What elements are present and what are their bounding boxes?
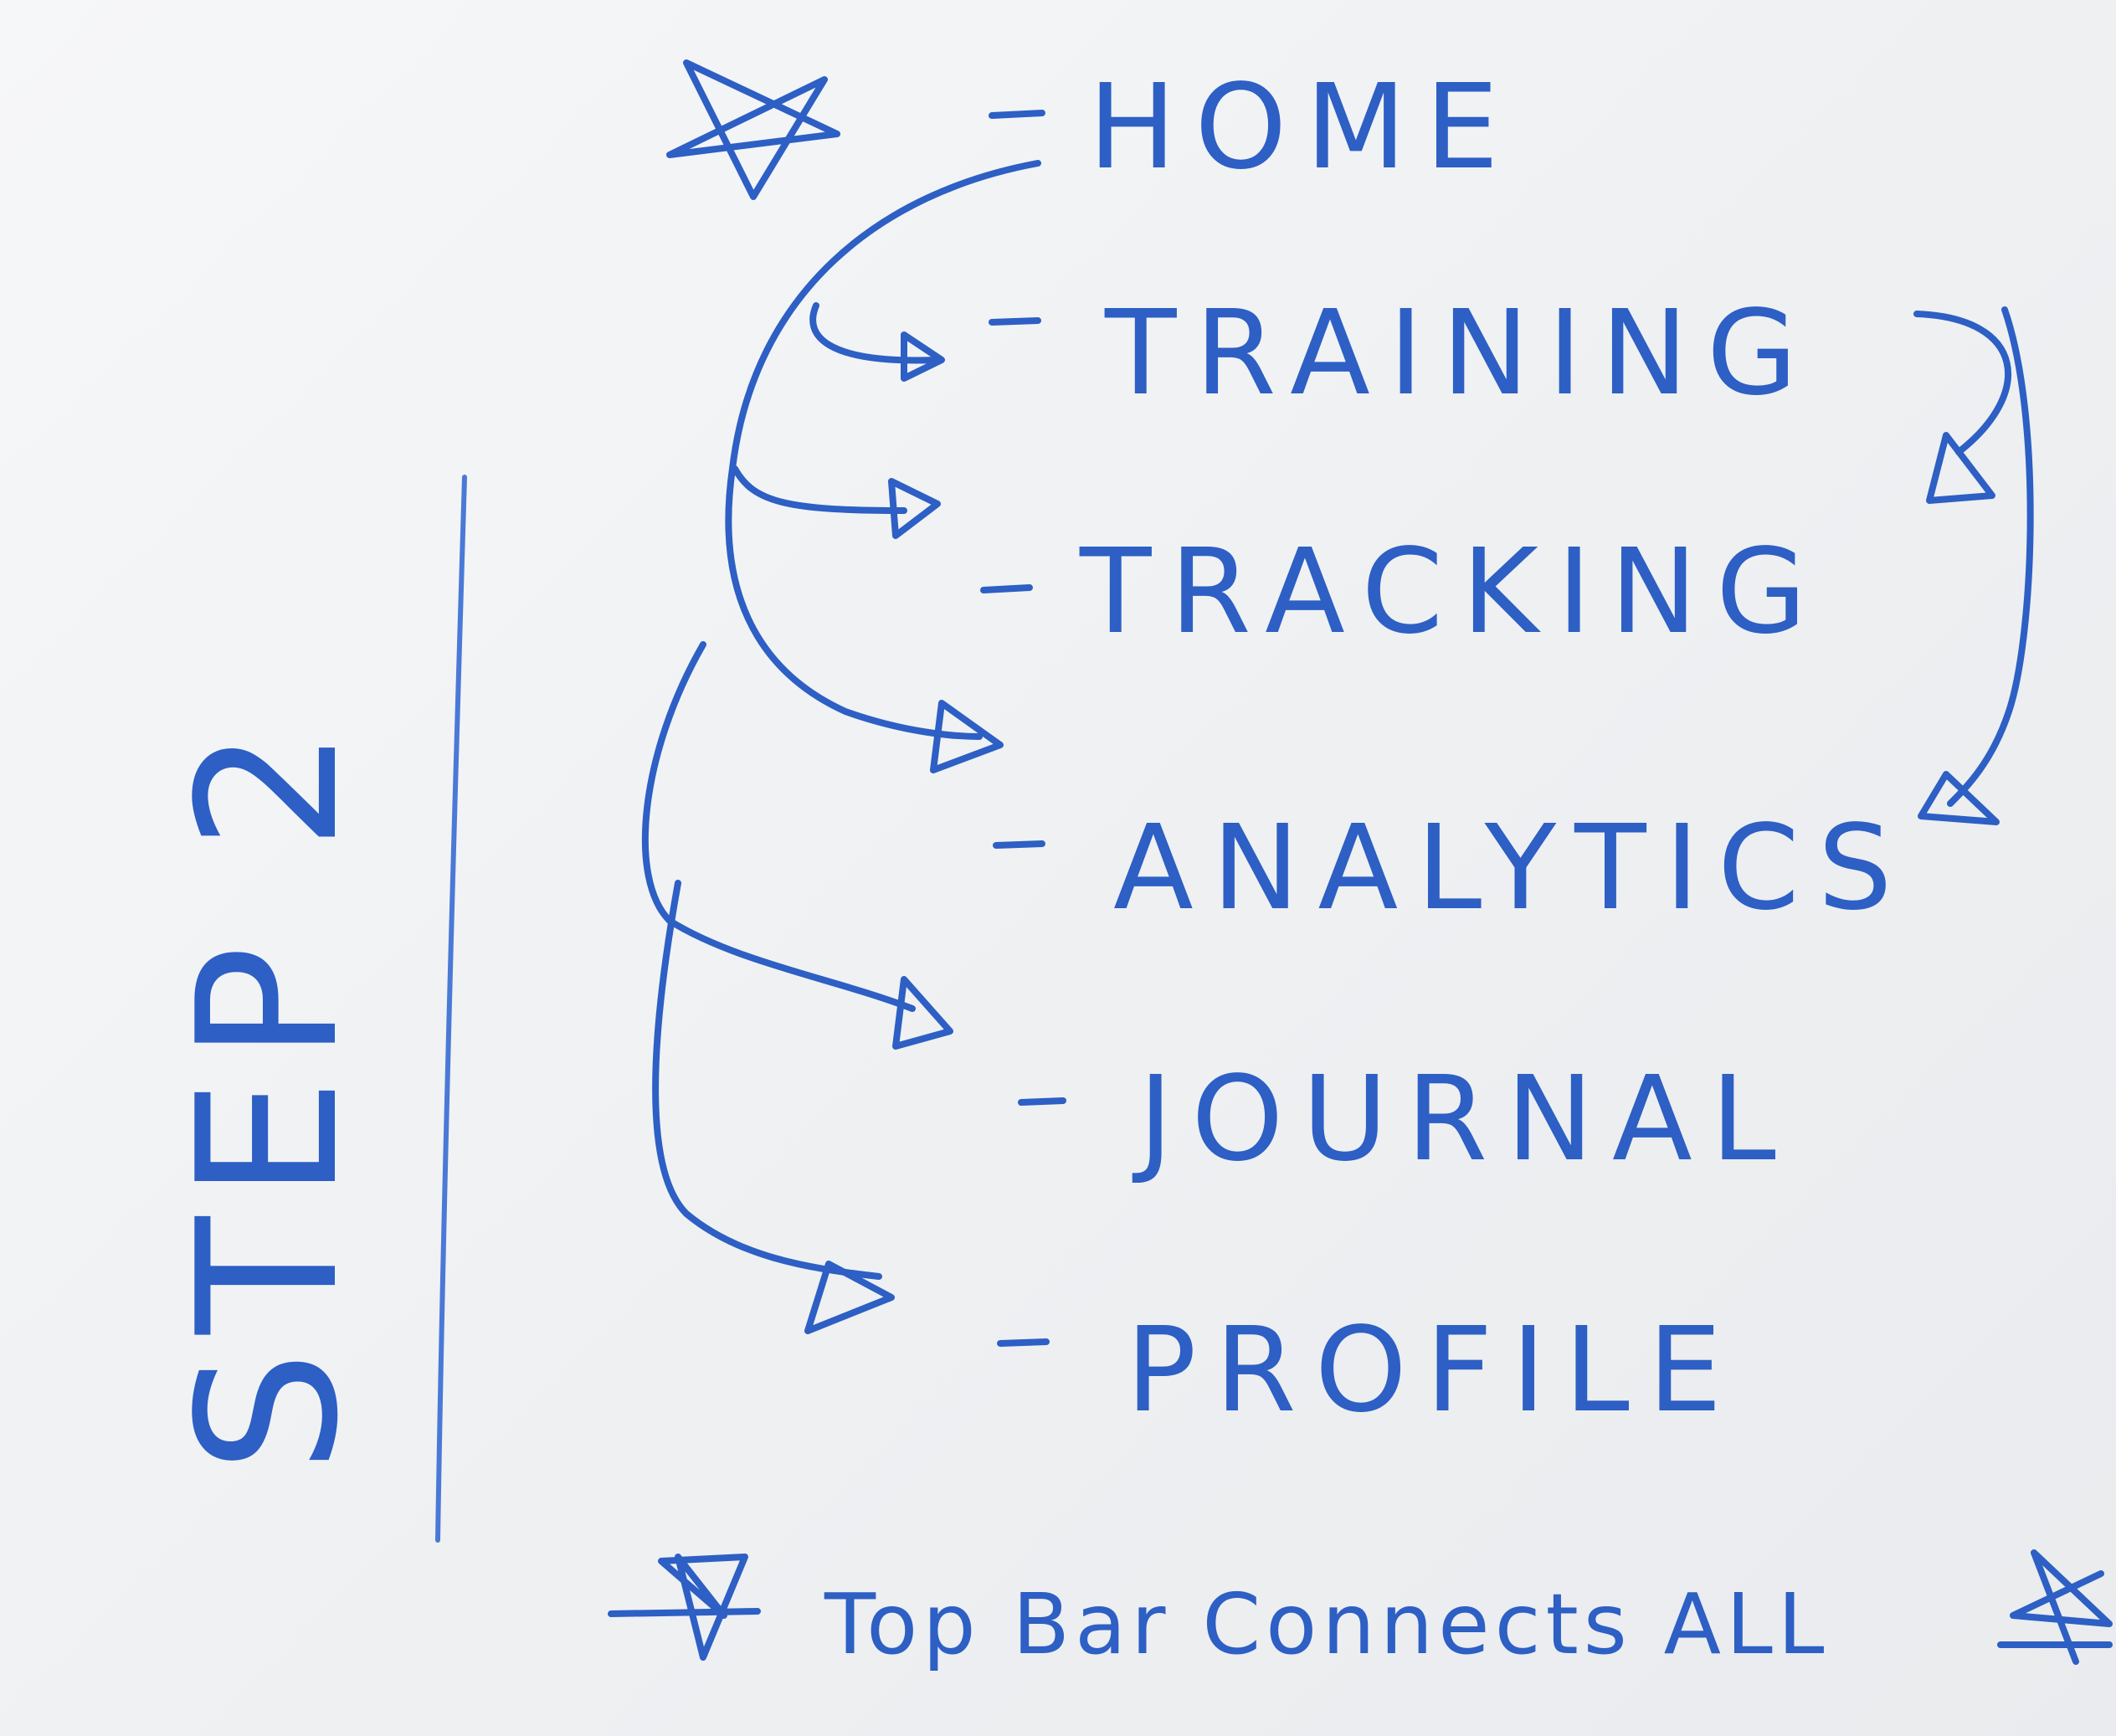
menu-item-analytics: ANALYTICS [1113,800,1911,937]
dash-training [989,317,1041,326]
connector-to-training [809,302,941,364]
arrow-icon [930,700,1004,773]
menu-item-profile: PROFILE [1126,1302,1740,1439]
arrow-icon [804,1261,895,1334]
dash-home [989,110,1045,119]
arrow-icon [1918,771,2000,825]
connector-secondary [641,641,916,1012]
star-icon [1997,1549,2113,1665]
connector-right-training-tracking [1913,311,2012,455]
connector-to-tracking [732,465,907,514]
connector-home-main [725,160,1041,740]
star-icon [666,59,840,200]
menu-item-tracking: TRACKING [1079,524,1826,660]
dash-profile [997,1338,1050,1347]
menu-item-training: TRAINING [1104,285,1816,422]
dash-tracking [980,584,1033,593]
arrow-icon [1926,432,1995,504]
arrow-icon [901,331,945,382]
step-label: STEP 2 [157,711,381,1473]
menu-item-journal: JOURNAL [1132,1051,1795,1188]
star-icon [608,1554,761,1661]
dash-analytics [993,840,1045,849]
footer-note: Top Bar Connects ALL [824,1575,1830,1673]
menu-item-home: HOME [1088,59,1518,196]
dash-journal [1018,1097,1066,1106]
connector-right-training-analytics [1947,306,2034,807]
arrow-icon [888,478,941,539]
divider-line [435,475,467,1543]
connector-to-profile [652,880,882,1280]
arrow-icon [892,976,953,1050]
